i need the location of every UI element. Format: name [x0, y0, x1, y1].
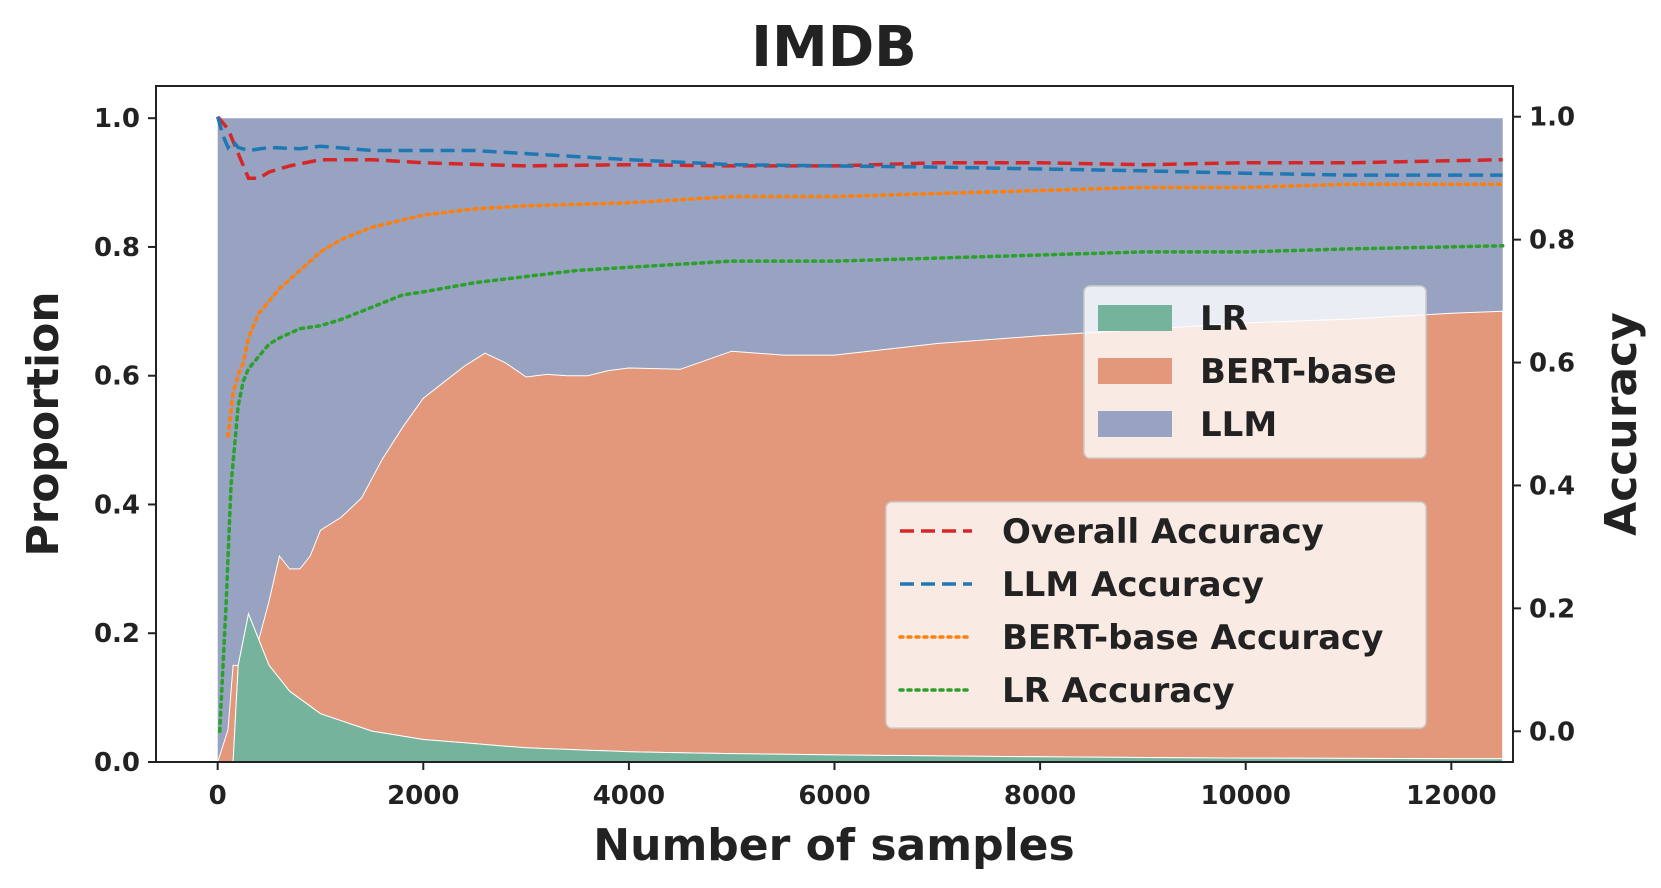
legend-label-overall-accuracy: Overall Accuracy: [1002, 512, 1324, 552]
area-legend: LR BERT-base LLM: [1083, 285, 1427, 459]
x-tick-label: 0: [209, 781, 227, 811]
line-llm-accuracy: [216, 116, 1503, 177]
y-tick-label: 0.8: [94, 233, 140, 263]
accuracy-lines-group: [216, 115, 1505, 734]
legend-label-bert-base-accuracy: BERT-base Accuracy: [1002, 618, 1383, 658]
line-legend-box: [885, 501, 1427, 729]
x-tick-label: 12000: [1406, 781, 1496, 811]
legend-swatch-llm: [1098, 411, 1172, 437]
y-axis-left-ticks: 0.0 0.2 0.4 0.6 0.8 1.0: [94, 104, 156, 778]
legend-label-bert-base: BERT-base: [1200, 352, 1397, 392]
legend-label-llm-accuracy: LLM Accuracy: [1002, 565, 1264, 605]
line-bert-base-accuracy: [226, 182, 1505, 439]
y-tick-label: 0.6: [94, 362, 140, 392]
line-lr-accuracy: [217, 244, 1505, 734]
legend-label-llm: LLM: [1200, 405, 1277, 445]
x-tick-label: 4000: [593, 781, 665, 811]
line-legend: Overall Accuracy LLM Accuracy BERT-base Ac…: [885, 501, 1427, 729]
y-tick-label: 0.0: [94, 748, 140, 778]
legend-label-lr-accuracy: LR Accuracy: [1002, 671, 1235, 711]
x-axis-label: Number of samples: [593, 820, 1074, 871]
x-tick-label: 10000: [1200, 781, 1290, 811]
y-axis-right-label: Accuracy: [1596, 312, 1647, 536]
y-right-tick-label: 0.0: [1529, 717, 1575, 747]
legend-label-lr: LR: [1200, 299, 1248, 339]
y-axis-label: Proportion: [18, 291, 69, 556]
y-tick-label: 1.0: [94, 104, 140, 134]
y-right-tick-label: 1.0: [1529, 103, 1575, 133]
area-llm: [217, 118, 1503, 762]
chart-title: IMDB: [751, 15, 917, 80]
y-right-tick-label: 0.4: [1529, 471, 1575, 501]
x-tick-label: 2000: [387, 781, 459, 811]
x-axis-ticks: 0 2000 4000 6000 8000 10000 12000: [209, 762, 1497, 811]
y-right-tick-label: 0.2: [1529, 594, 1575, 624]
y-right-tick-label: 0.8: [1529, 226, 1575, 256]
line-overall-accuracy: [216, 115, 1503, 180]
y-tick-label: 0.4: [94, 490, 140, 520]
legend-swatch-bert-base: [1098, 358, 1172, 384]
y-tick-label: 0.2: [94, 619, 140, 649]
x-tick-label: 6000: [798, 781, 870, 811]
legend-swatch-lr: [1098, 305, 1172, 331]
x-tick-label: 8000: [1004, 781, 1076, 811]
y-axis-right-ticks: 0.0 0.2 0.4 0.6 0.8 1.0: [1513, 103, 1575, 747]
y-right-tick-label: 0.6: [1529, 349, 1575, 379]
